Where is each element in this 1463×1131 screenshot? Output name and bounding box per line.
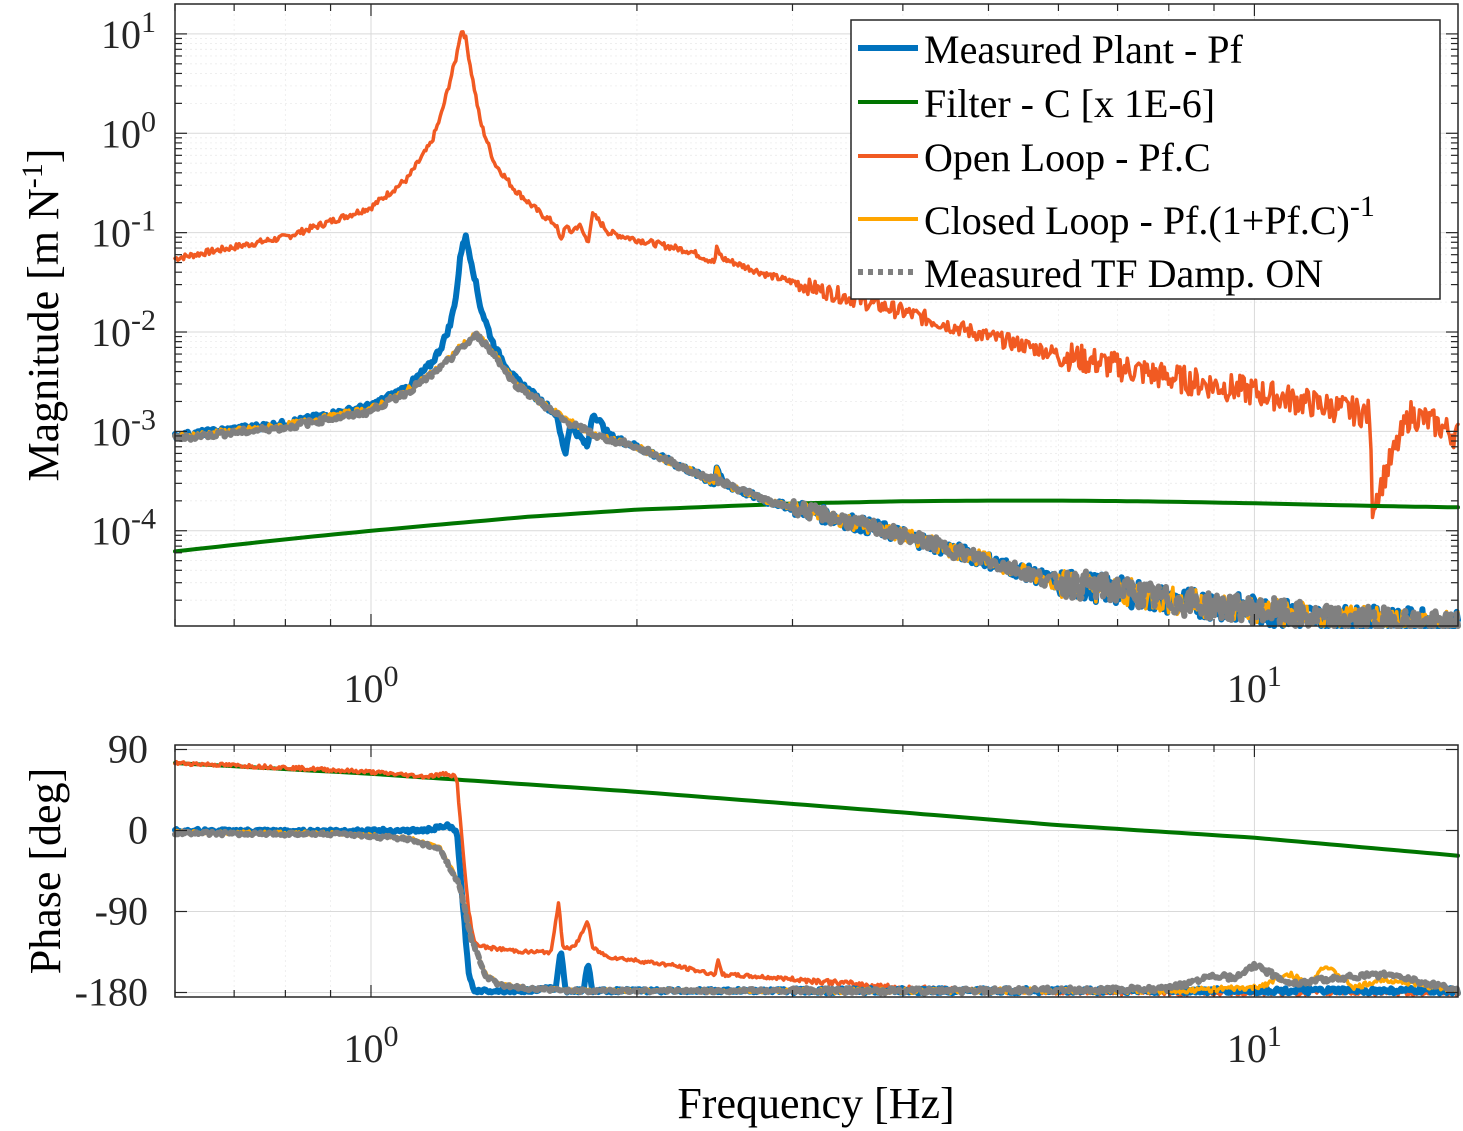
phase-ylabel: Phase [deg] xyxy=(21,768,70,975)
phase-grid xyxy=(174,745,1458,997)
magnitude-axes-box xyxy=(174,3,1459,627)
magnitude-panel: 101 100 10-1 10-2 10-3 10-4 100 101 Magnitude … xyxy=(16,3,1461,711)
phase-series-filter-c-x-1e-6 xyxy=(173,761,1460,858)
phase-series-measured-tf-damp-on xyxy=(172,828,1461,997)
magnitude-ylabel: Magnitude [m N-1] xyxy=(16,149,68,482)
legend-label: Measured TF Damp. ON xyxy=(924,251,1323,296)
phase-axes-box xyxy=(174,744,1459,998)
magnitude-ticks xyxy=(174,4,1458,626)
phase-series-open-loop-pf-c xyxy=(173,759,1460,997)
phase-curves xyxy=(172,759,1461,997)
magnitude-ytick-label: 10-2 xyxy=(91,304,156,355)
magnitude-ytick-label: 100 xyxy=(101,105,156,156)
magnitude-xtick-label: 100 xyxy=(343,660,398,711)
phase-ytick-label: -90 xyxy=(95,889,148,934)
phase-ytick-labels: 90 0 -90 -180 xyxy=(75,727,148,1015)
legend-label: Closed Loop - Pf.(1+Pf.C)-1 xyxy=(924,190,1375,243)
magnitude-xtick-label: 101 xyxy=(1227,660,1282,711)
magnitude-ytick-label: 10-4 xyxy=(91,503,156,554)
magnitude-ytick-label: 101 xyxy=(101,6,156,57)
legend: Measured Plant - Pf Filter - C [x 1E-6] Op… xyxy=(850,19,1441,300)
legend-label: Open Loop - Pf.C xyxy=(924,135,1211,180)
phase-xtick-label: 100 xyxy=(343,1020,398,1071)
phase-panel: 90 0 -90 -180 100 101 Phase [deg] Frequency … xyxy=(21,727,1461,1128)
magnitude-series-closed-loop-pf-1-pf-c-1 xyxy=(173,330,1460,628)
legend-label: Filter - C [x 1E-6] xyxy=(924,81,1215,126)
magnitude-xtick-labels: 100 101 xyxy=(343,660,1281,711)
legend-label: Measured Plant - Pf xyxy=(924,27,1244,72)
magnitude-ytick-label: 10-3 xyxy=(91,403,156,454)
phase-ticks xyxy=(174,745,1458,997)
magnitude-series-measured-tf-damp-on xyxy=(172,330,1461,629)
phase-ytick-label: 90 xyxy=(108,727,148,772)
phase-xlabel: Frequency [Hz] xyxy=(677,1079,954,1128)
magnitude-curves xyxy=(172,30,1461,629)
magnitude-ytick-label: 10-1 xyxy=(91,205,156,256)
legend-box xyxy=(850,19,1441,300)
phase-xtick-label: 101 xyxy=(1227,1020,1282,1071)
magnitude-ytick-labels: 101 100 10-1 10-2 10-3 10-4 xyxy=(91,6,156,554)
phase-ytick-label: -180 xyxy=(75,970,148,1015)
phase-xtick-labels: 100 101 xyxy=(343,1020,1281,1071)
magnitude-series-open-loop-pf-c xyxy=(173,30,1460,520)
phase-ytick-label: 0 xyxy=(128,808,148,853)
